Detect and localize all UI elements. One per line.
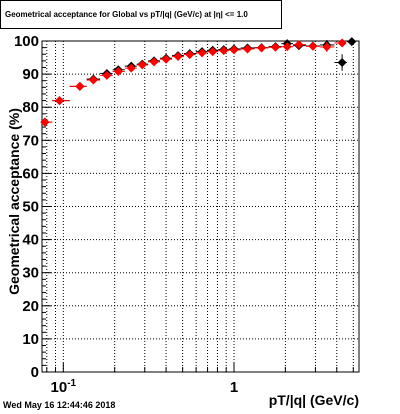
data-point [243, 44, 253, 54]
x-axis-label: pT/|q| (GeV/c) [269, 392, 359, 408]
x-tick-label: 1 [230, 379, 238, 396]
y-tick-label: 70 [22, 132, 39, 149]
data-point [208, 47, 218, 57]
y-tick-label: 80 [22, 99, 39, 116]
data-point [185, 50, 195, 60]
data-marks [40, 37, 357, 127]
data-point [40, 117, 50, 127]
data-point [149, 57, 159, 67]
chart-title-box: Geometrical acceptance for Global vs pT/… [0, 0, 282, 29]
series-1 [40, 38, 347, 127]
data-point [347, 37, 357, 47]
x-tick-label: 10-1 [51, 378, 77, 396]
data-point [126, 63, 136, 73]
plot-frame [41, 40, 360, 373]
y-tick-label: 100 [14, 33, 39, 50]
data-point [257, 43, 267, 53]
data-point [55, 96, 65, 106]
timestamp-label: Wed May 16 12:44:46 2018 [3, 400, 116, 410]
chart-title: Geometrical acceptance for Global vs pT/… [5, 10, 248, 19]
data-point [322, 42, 332, 52]
data-point [229, 45, 239, 55]
data-point [75, 81, 85, 91]
y-tick-label: 0 [31, 364, 39, 381]
y-tick-label: 30 [22, 265, 39, 282]
y-axis-label: Geometrical acceptance (%) [6, 108, 22, 295]
data-point [337, 38, 347, 48]
y-tick-label: 90 [22, 66, 39, 83]
axes: 0 10 20 30 40 50 60 70 80 90 100 10-1 1 [14, 33, 354, 396]
data-point [282, 42, 292, 52]
y-tick-label: 50 [22, 199, 39, 216]
y-tick-label: 40 [22, 232, 39, 249]
data-point [173, 52, 183, 62]
grid [42, 41, 359, 372]
data-point [102, 70, 112, 80]
data-point [113, 66, 123, 76]
data-point [270, 42, 280, 52]
series-0 [40, 37, 357, 127]
data-point [308, 41, 318, 51]
data-point [137, 60, 147, 70]
data-point [219, 46, 229, 56]
y-tick-label: 20 [22, 298, 39, 315]
data-point [294, 40, 304, 50]
data-point [337, 58, 347, 68]
y-tick-label: 60 [22, 165, 39, 182]
data-point [161, 54, 171, 64]
data-point [88, 75, 98, 85]
y-tick-label: 10 [22, 331, 39, 348]
data-point [197, 48, 207, 58]
